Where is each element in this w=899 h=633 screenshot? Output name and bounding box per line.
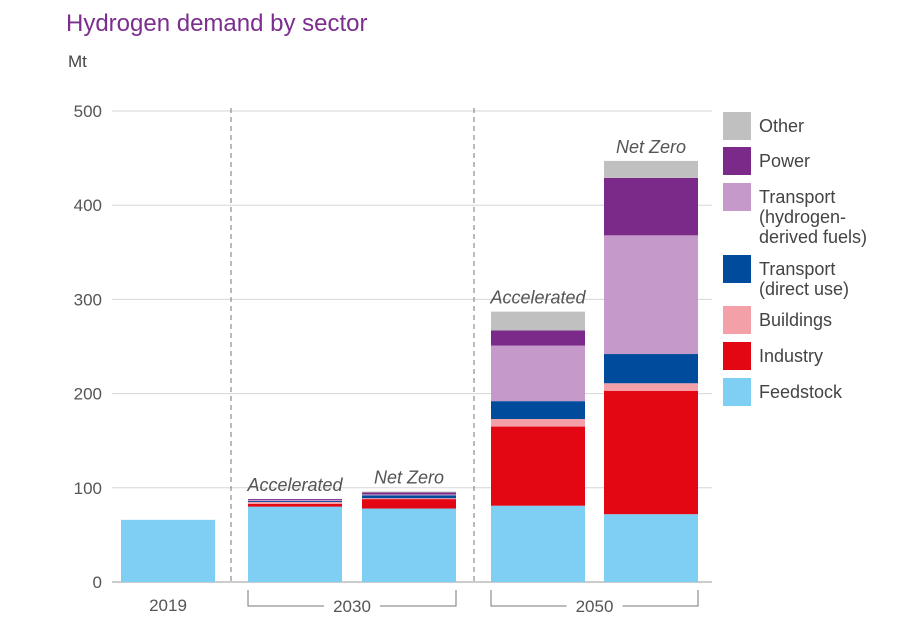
bar-segment-feedstock [121, 519, 215, 582]
y-tick-label: 300 [74, 290, 102, 309]
legend-swatch [723, 378, 751, 406]
legend-label: Other [759, 116, 804, 136]
bar-segment-buildings [362, 498, 456, 500]
bar-segment-transport-direct-use [604, 354, 698, 384]
bar-segment-transport-hydrogen-derived-fuels [248, 500, 342, 501]
bar-segment-transport-direct-use [491, 401, 585, 420]
legend-label: Industry [759, 346, 823, 366]
bar-segment-transport-direct-use [362, 495, 456, 499]
legend-label: Buildings [759, 310, 832, 330]
y-tick-label: 0 [93, 573, 102, 592]
legend-swatch [723, 255, 751, 283]
scenario-label: Accelerated [246, 475, 343, 495]
group-bracket [490, 590, 699, 607]
legend-label: Transport (direct use) [759, 259, 849, 299]
group-bracket [247, 590, 457, 607]
legend-swatch [723, 112, 751, 140]
legend-swatch [723, 147, 751, 175]
bar-segment-industry [604, 390, 698, 515]
bar-segment-buildings [491, 419, 585, 427]
bar-segment-industry [491, 426, 585, 506]
bar-segment-power [604, 177, 698, 236]
bar-segment-other [604, 160, 698, 178]
bar-segment-transport-hydrogen-derived-fuels [362, 494, 456, 496]
chart-title: Hydrogen demand by sector [66, 10, 368, 37]
legend-swatch [723, 342, 751, 370]
bar-segment-buildings [248, 501, 342, 504]
bar-segment-transport-hydrogen-derived-fuels [491, 345, 585, 402]
y-tick-label: 400 [74, 196, 102, 215]
bar-segment-feedstock [491, 505, 585, 582]
bar-segment-power [362, 492, 456, 495]
bar-segment-feedstock [604, 514, 698, 582]
bar-segment-feedstock [248, 506, 342, 582]
scenario-label: Net Zero [374, 468, 444, 488]
bar-segment-buildings [604, 383, 698, 391]
legend-label: Transport (hydrogen-derived fuels) [759, 187, 867, 247]
bar-segment-transport-hydrogen-derived-fuels [604, 235, 698, 355]
scenario-label: Accelerated [489, 288, 586, 308]
bar-segment-other [491, 311, 585, 331]
y-tick-label: 500 [74, 102, 102, 121]
legend-label: Feedstock [759, 382, 843, 402]
bar-segment-feedstock [362, 508, 456, 582]
legend-label: Power [759, 151, 810, 171]
bar-segment-power [491, 330, 585, 346]
y-tick-label: 100 [74, 479, 102, 498]
y-tick-label: 200 [74, 385, 102, 404]
legend-swatch [723, 183, 751, 211]
x-group-label: 2050 [576, 597, 614, 616]
x-group-label: 2030 [333, 597, 371, 616]
bar-segment-transport-direct-use [248, 500, 342, 502]
bar-segment-industry [248, 503, 342, 507]
bar-segment-power [248, 499, 342, 501]
scenario-label: Net Zero [616, 137, 686, 157]
bar-segment-industry [362, 499, 456, 509]
y-axis-unit: Mt [68, 52, 87, 71]
x-category-label: 2019 [149, 596, 187, 615]
legend-swatch [723, 306, 751, 334]
bar-segment-other [362, 491, 456, 493]
